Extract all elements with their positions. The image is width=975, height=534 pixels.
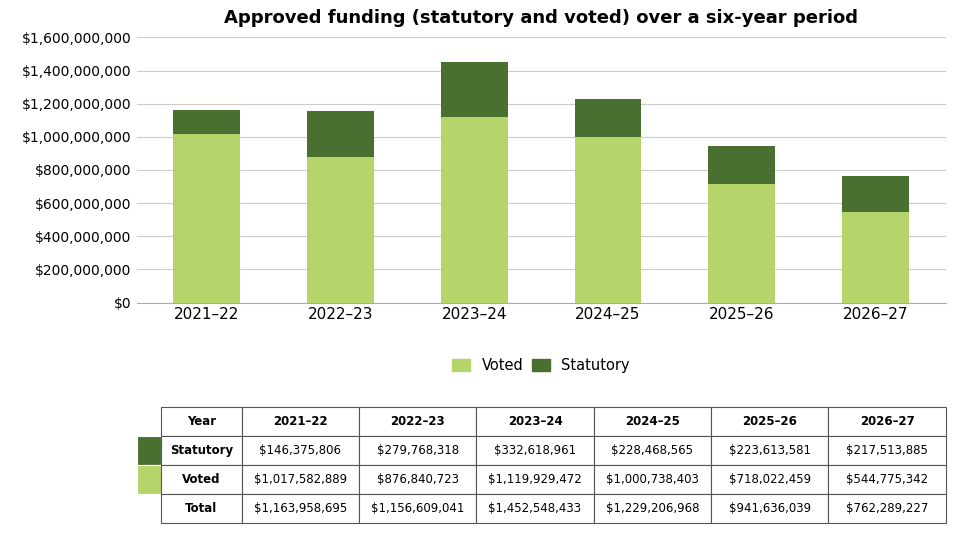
Bar: [174, 109, 240, 134]
Bar: [307, 157, 374, 303]
Bar: [307, 111, 374, 157]
Bar: [174, 134, 240, 303]
Bar: [842, 212, 909, 303]
Title: Approved funding (statutory and voted) over a six-year period: Approved funding (statutory and voted) o…: [224, 10, 858, 27]
Bar: [708, 184, 775, 303]
Bar: [441, 117, 508, 303]
Bar: [574, 99, 642, 137]
Bar: [574, 137, 642, 303]
Bar: [441, 62, 508, 117]
Bar: [708, 146, 775, 184]
Legend: Voted, Statutory: Voted, Statutory: [447, 352, 636, 379]
Bar: [842, 176, 909, 212]
